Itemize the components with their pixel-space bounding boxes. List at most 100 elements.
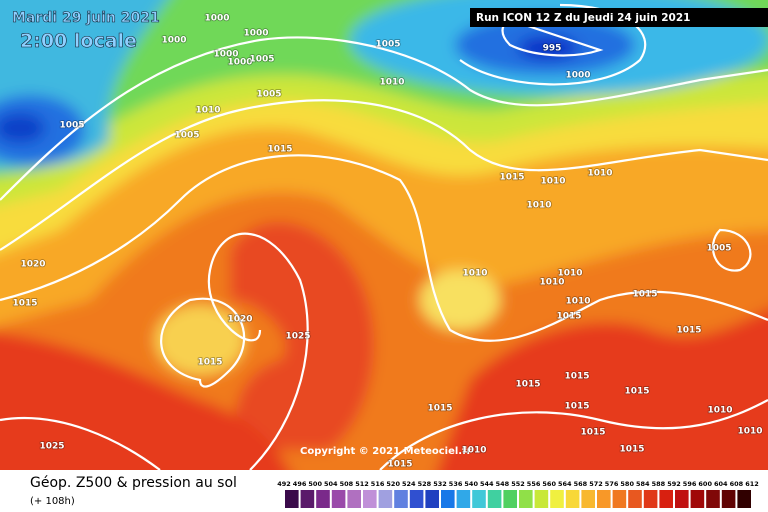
scale-label: 588 <box>652 480 666 488</box>
scale-swatch <box>487 490 502 508</box>
isobar-label: 1015 <box>676 326 701 336</box>
scale-label: 600 <box>698 480 712 488</box>
scale-swatch <box>659 490 673 508</box>
scale-swatch <box>643 490 658 508</box>
isobar-label: 1010 <box>737 427 762 437</box>
isobar-label: 1015 <box>267 145 292 155</box>
scale-swatch <box>378 490 393 508</box>
isobar-label: 1020 <box>20 260 45 270</box>
isobar-label: 1000 <box>161 36 186 46</box>
copyright: Copyright © 2021 Meteociel.fr <box>300 446 471 457</box>
scale-swatch <box>347 490 361 508</box>
legend-title: Géop. Z500 & pression au sol <box>30 475 237 491</box>
isobar-label: 1015 <box>624 387 649 397</box>
isobar-label: 1015 <box>556 312 581 322</box>
isobar-label: 1010 <box>707 406 732 416</box>
isobar-label: 1025 <box>39 442 64 452</box>
isobar-label: 1020 <box>227 315 252 325</box>
run-banner <box>470 8 768 27</box>
isobar-label: 1015 <box>580 428 605 438</box>
scale-label: 512 <box>355 480 369 488</box>
isobar-label: 995 <box>543 44 562 54</box>
scale-swatch <box>394 490 408 508</box>
scale-swatch <box>441 490 455 508</box>
isobar-label: 1015 <box>12 299 37 309</box>
isobar-label: 1005 <box>249 55 274 65</box>
scale-swatch <box>425 490 439 508</box>
map-time: 2:00 locale <box>20 30 137 52</box>
scale-label: 532 <box>433 480 447 488</box>
scale-swatch <box>550 490 564 508</box>
field <box>0 0 768 470</box>
scale-label: 552 <box>511 480 525 488</box>
isobar-label: 1015 <box>632 290 657 300</box>
scale-label: 604 <box>714 480 728 488</box>
scale-label: 500 <box>308 480 322 488</box>
isobar-label: 1000 <box>227 58 252 68</box>
scale-label: 496 <box>293 480 307 488</box>
scale-label: 584 <box>636 480 650 488</box>
scale-label: 608 <box>730 480 744 488</box>
scale-label: 528 <box>418 480 432 488</box>
isobar-label: 1010 <box>462 269 487 279</box>
isobar-label: 1015 <box>515 380 540 390</box>
scale-swatch <box>628 490 642 508</box>
isobar-label: 1015 <box>619 445 644 455</box>
scale-swatch <box>519 490 533 508</box>
isobar-label: 1015 <box>427 404 452 414</box>
isobar-label: 1000 <box>213 50 238 60</box>
isobars <box>0 3 768 470</box>
isobar-label: 1010 <box>461 446 486 456</box>
scale-label: 508 <box>340 480 354 488</box>
isobar-label: 1015 <box>197 358 222 368</box>
scale-swatch <box>597 490 611 508</box>
scale-label: 560 <box>542 480 556 488</box>
isobar-label: 1005 <box>174 131 199 141</box>
scale-label: 572 <box>589 480 603 488</box>
isobar-label: 1010 <box>587 169 612 179</box>
scale-swatch <box>472 490 486 508</box>
scale-swatch <box>300 490 315 508</box>
isobar-label: 1010 <box>565 297 590 307</box>
scale-swatch <box>581 490 595 508</box>
isobar-label: 1025 <box>285 332 310 342</box>
scale-label: 544 <box>480 480 494 488</box>
scale-label: 516 <box>371 480 385 488</box>
scale-swatch <box>316 490 330 508</box>
isobar-label: 1015 <box>564 372 589 382</box>
lead-time: (+ 108h) <box>30 496 75 507</box>
isobar-label: 1010 <box>526 201 551 211</box>
isobar-label: 1010 <box>540 177 565 187</box>
isobar-label: 1010 <box>195 106 220 116</box>
scale-label: 492 <box>277 480 291 488</box>
scale-label: 612 <box>745 480 759 488</box>
scale-label: 580 <box>620 480 634 488</box>
scale-swatch <box>409 490 424 508</box>
scale-swatch <box>534 490 549 508</box>
isobar-label: 1015 <box>564 402 589 412</box>
scale-label: 556 <box>527 480 541 488</box>
scale-label: 536 <box>449 480 463 488</box>
isobar-label: 1015 <box>387 460 412 470</box>
scale-swatch <box>737 490 751 508</box>
scale-label: 520 <box>386 480 400 488</box>
isobar-label: 1005 <box>59 121 84 131</box>
isobar-label: 1005 <box>256 90 281 100</box>
scale-swatch <box>363 490 377 508</box>
isobar-label: 1010 <box>379 78 404 88</box>
scale-swatch <box>565 490 580 508</box>
scale-swatch <box>331 490 346 508</box>
scale-swatch <box>456 490 471 508</box>
scale-swatch <box>706 490 720 508</box>
scale-swatch <box>721 490 736 508</box>
isobar-label: 1005 <box>706 244 731 254</box>
isobar-label: 1000 <box>204 14 229 24</box>
isobar-label: 1015 <box>499 173 524 183</box>
scale-label: 564 <box>558 480 572 488</box>
scale-label: 568 <box>574 480 588 488</box>
scale-label: 596 <box>683 480 697 488</box>
scale-label: 592 <box>667 480 681 488</box>
scale-swatch <box>690 490 705 508</box>
scale-swatch <box>285 490 299 508</box>
